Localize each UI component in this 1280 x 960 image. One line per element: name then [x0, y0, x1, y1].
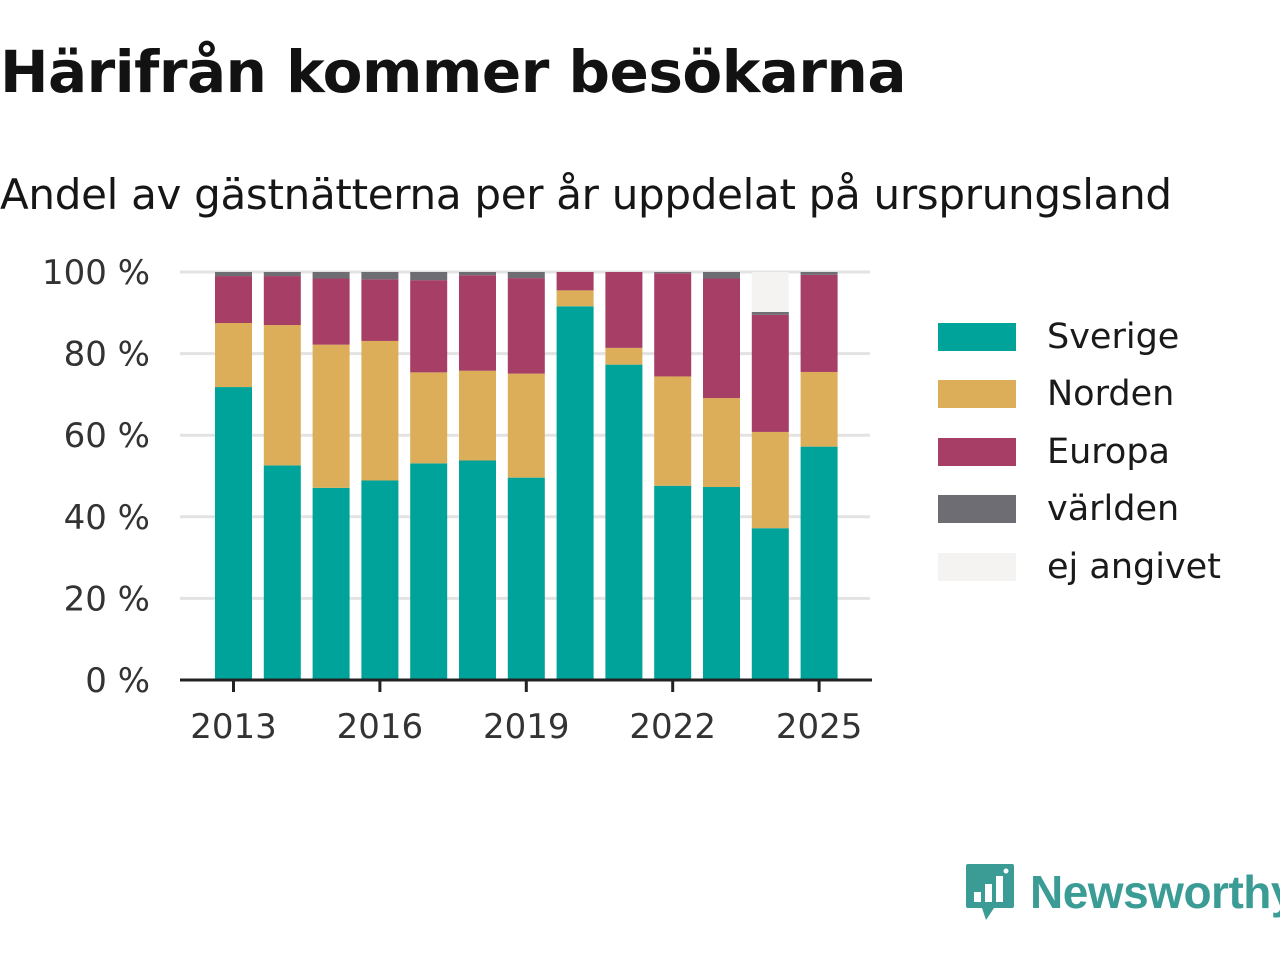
bar-segment [703, 272, 740, 279]
bar-segment [751, 311, 789, 315]
bar-segment [215, 276, 252, 323]
legend-item: Norden [938, 366, 1221, 424]
bar-stack-2014 [263, 272, 301, 680]
bar-segment [703, 278, 740, 399]
x-tick-label: 2016 [337, 707, 424, 747]
bar-segment [654, 273, 692, 377]
bar-segment [263, 325, 301, 466]
x-tick-label: 2025 [776, 707, 863, 747]
bar-segment [605, 272, 643, 348]
legend-item: ej angivet [938, 538, 1221, 596]
legend-label: Sverige [1047, 316, 1180, 357]
brand-name: Newsworthy [1030, 866, 1280, 918]
bar-segment [751, 528, 789, 680]
legend-swatch [938, 380, 1016, 409]
bar-stack-2022 [654, 272, 692, 680]
bar-segment [556, 306, 594, 680]
bar-segment [459, 370, 496, 461]
bar-segment [459, 460, 496, 680]
legend-item: Sverige [938, 308, 1221, 366]
legend-item: världen [938, 481, 1221, 539]
bar-segment [361, 279, 399, 341]
x-tick-label: 2019 [483, 707, 570, 747]
legend-label: Europa [1047, 431, 1170, 472]
chart-subtitle: Andel av gästnätterna per år uppdelat på… [0, 170, 1172, 219]
bar-segment [703, 487, 740, 680]
newsworthy-logo-icon [966, 864, 1014, 920]
bar-stack-2021 [605, 272, 643, 680]
legend: Sverige Norden Europa världen ej angivet [938, 308, 1221, 596]
bar-segment [215, 387, 252, 680]
stacked-bar-chart: 0 % 20 % 40 % 60 % 80 % 100 % 2013 2016 2019 2022… [42, 253, 872, 747]
bar-segment [312, 272, 350, 279]
legend-label: Norden [1047, 374, 1175, 415]
bar-segment [263, 276, 301, 326]
y-tick-label: 20 % [64, 579, 150, 619]
bar-segment [215, 272, 252, 277]
newsworthy-logo: Newsworthy [964, 862, 1280, 922]
y-tick-label: 40 % [64, 498, 150, 538]
bar-segment [312, 487, 350, 680]
bar-segment [800, 272, 838, 275]
legend-label: världen [1047, 489, 1180, 530]
bar-stack-2019 [507, 272, 545, 680]
bar-segment [361, 480, 399, 680]
y-tick-label: 60 % [64, 416, 150, 456]
bar-segment [605, 347, 643, 365]
bar-segment [410, 372, 448, 464]
bar-segment [507, 272, 545, 279]
bar-stack-2025 [800, 272, 838, 680]
chart-title: Härifrån kommer besökarna [0, 38, 906, 106]
y-tick-label: 100 % [42, 253, 150, 293]
bar-stack-2024 [751, 272, 789, 680]
bar-segment [751, 431, 789, 529]
bar-stack-2016 [361, 272, 399, 680]
bar-segment [703, 398, 740, 488]
bar-stack-2020 [556, 272, 594, 680]
legend-item: Europa [938, 423, 1221, 481]
bar-segment [410, 463, 448, 680]
bar-segment [507, 373, 545, 478]
bar-segment [751, 272, 789, 312]
bar-segment [410, 280, 448, 373]
bar-segment [654, 485, 692, 680]
x-tick-label: 2013 [190, 707, 277, 747]
bar-segment [751, 314, 789, 432]
axes: 0 % 20 % 40 % 60 % 80 % 100 % 2013 2016 2019 2022… [42, 253, 872, 747]
bar-segment [361, 340, 399, 481]
bar-segment [556, 290, 594, 307]
bar-segment [312, 278, 350, 345]
bar-segment [361, 272, 399, 280]
legend-swatch [938, 552, 1016, 581]
bar-segment [800, 371, 838, 447]
bar-segment [263, 465, 301, 680]
bar-segment [312, 344, 350, 488]
bar-segment [654, 376, 692, 486]
bar-segment [800, 274, 838, 372]
bar-segment [507, 278, 545, 374]
legend-swatch [938, 437, 1016, 466]
bar-segment [410, 272, 448, 281]
bars [215, 272, 838, 680]
bar-segment [556, 272, 594, 291]
bar-segment [800, 446, 838, 680]
bar-segment [507, 477, 545, 680]
bar-segment [459, 275, 496, 371]
bar-stack-2018 [459, 272, 496, 680]
bar-stack-2017 [410, 272, 448, 680]
y-tick-label: 0 % [85, 661, 150, 701]
bar-stack-2023 [703, 272, 740, 680]
bar-segment [605, 364, 643, 680]
bar-segment [654, 272, 692, 274]
y-tick-label: 80 % [64, 335, 150, 375]
legend-label: ej angivet [1047, 546, 1221, 587]
bar-segment [263, 272, 301, 277]
x-tick-label: 2022 [629, 707, 716, 747]
bar-segment [459, 272, 496, 276]
bar-stack-2015 [312, 272, 350, 680]
bar-stack-2013 [215, 272, 252, 680]
legend-swatch [938, 495, 1016, 524]
legend-swatch [938, 322, 1016, 351]
bar-segment [215, 323, 252, 388]
